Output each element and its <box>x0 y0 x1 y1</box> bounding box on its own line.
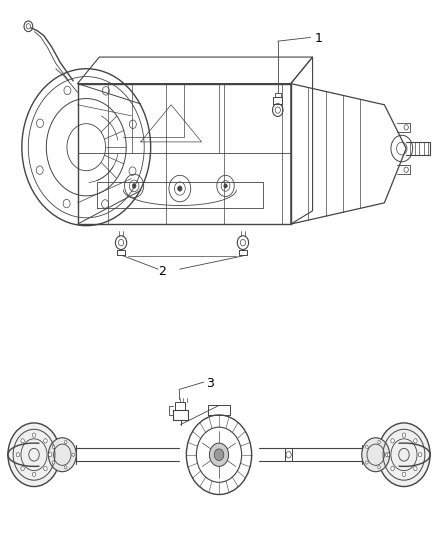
Circle shape <box>366 446 368 449</box>
Text: 3: 3 <box>206 377 214 390</box>
Circle shape <box>402 472 406 477</box>
Circle shape <box>386 453 390 457</box>
Circle shape <box>385 453 388 456</box>
Circle shape <box>48 438 76 472</box>
Circle shape <box>64 466 67 469</box>
Circle shape <box>48 453 52 457</box>
Circle shape <box>362 438 390 472</box>
Circle shape <box>21 439 25 443</box>
Circle shape <box>378 423 430 487</box>
Circle shape <box>214 449 224 461</box>
Circle shape <box>209 443 229 466</box>
Circle shape <box>44 466 47 471</box>
Circle shape <box>413 466 417 471</box>
Circle shape <box>378 441 380 443</box>
Circle shape <box>16 453 20 457</box>
Circle shape <box>178 186 182 191</box>
Circle shape <box>44 439 47 443</box>
Circle shape <box>32 472 36 477</box>
Circle shape <box>32 433 36 437</box>
Circle shape <box>391 466 394 471</box>
Circle shape <box>8 423 60 487</box>
Circle shape <box>52 461 55 464</box>
Circle shape <box>224 184 227 188</box>
Circle shape <box>52 446 55 449</box>
Circle shape <box>402 433 406 437</box>
Circle shape <box>418 453 422 457</box>
Text: 1: 1 <box>315 32 323 45</box>
Circle shape <box>72 453 74 456</box>
Circle shape <box>413 439 417 443</box>
Circle shape <box>132 183 136 188</box>
Circle shape <box>391 439 394 443</box>
Circle shape <box>64 441 67 443</box>
Text: 2: 2 <box>159 265 166 278</box>
Circle shape <box>378 466 380 469</box>
Circle shape <box>21 466 25 471</box>
Circle shape <box>366 461 368 464</box>
